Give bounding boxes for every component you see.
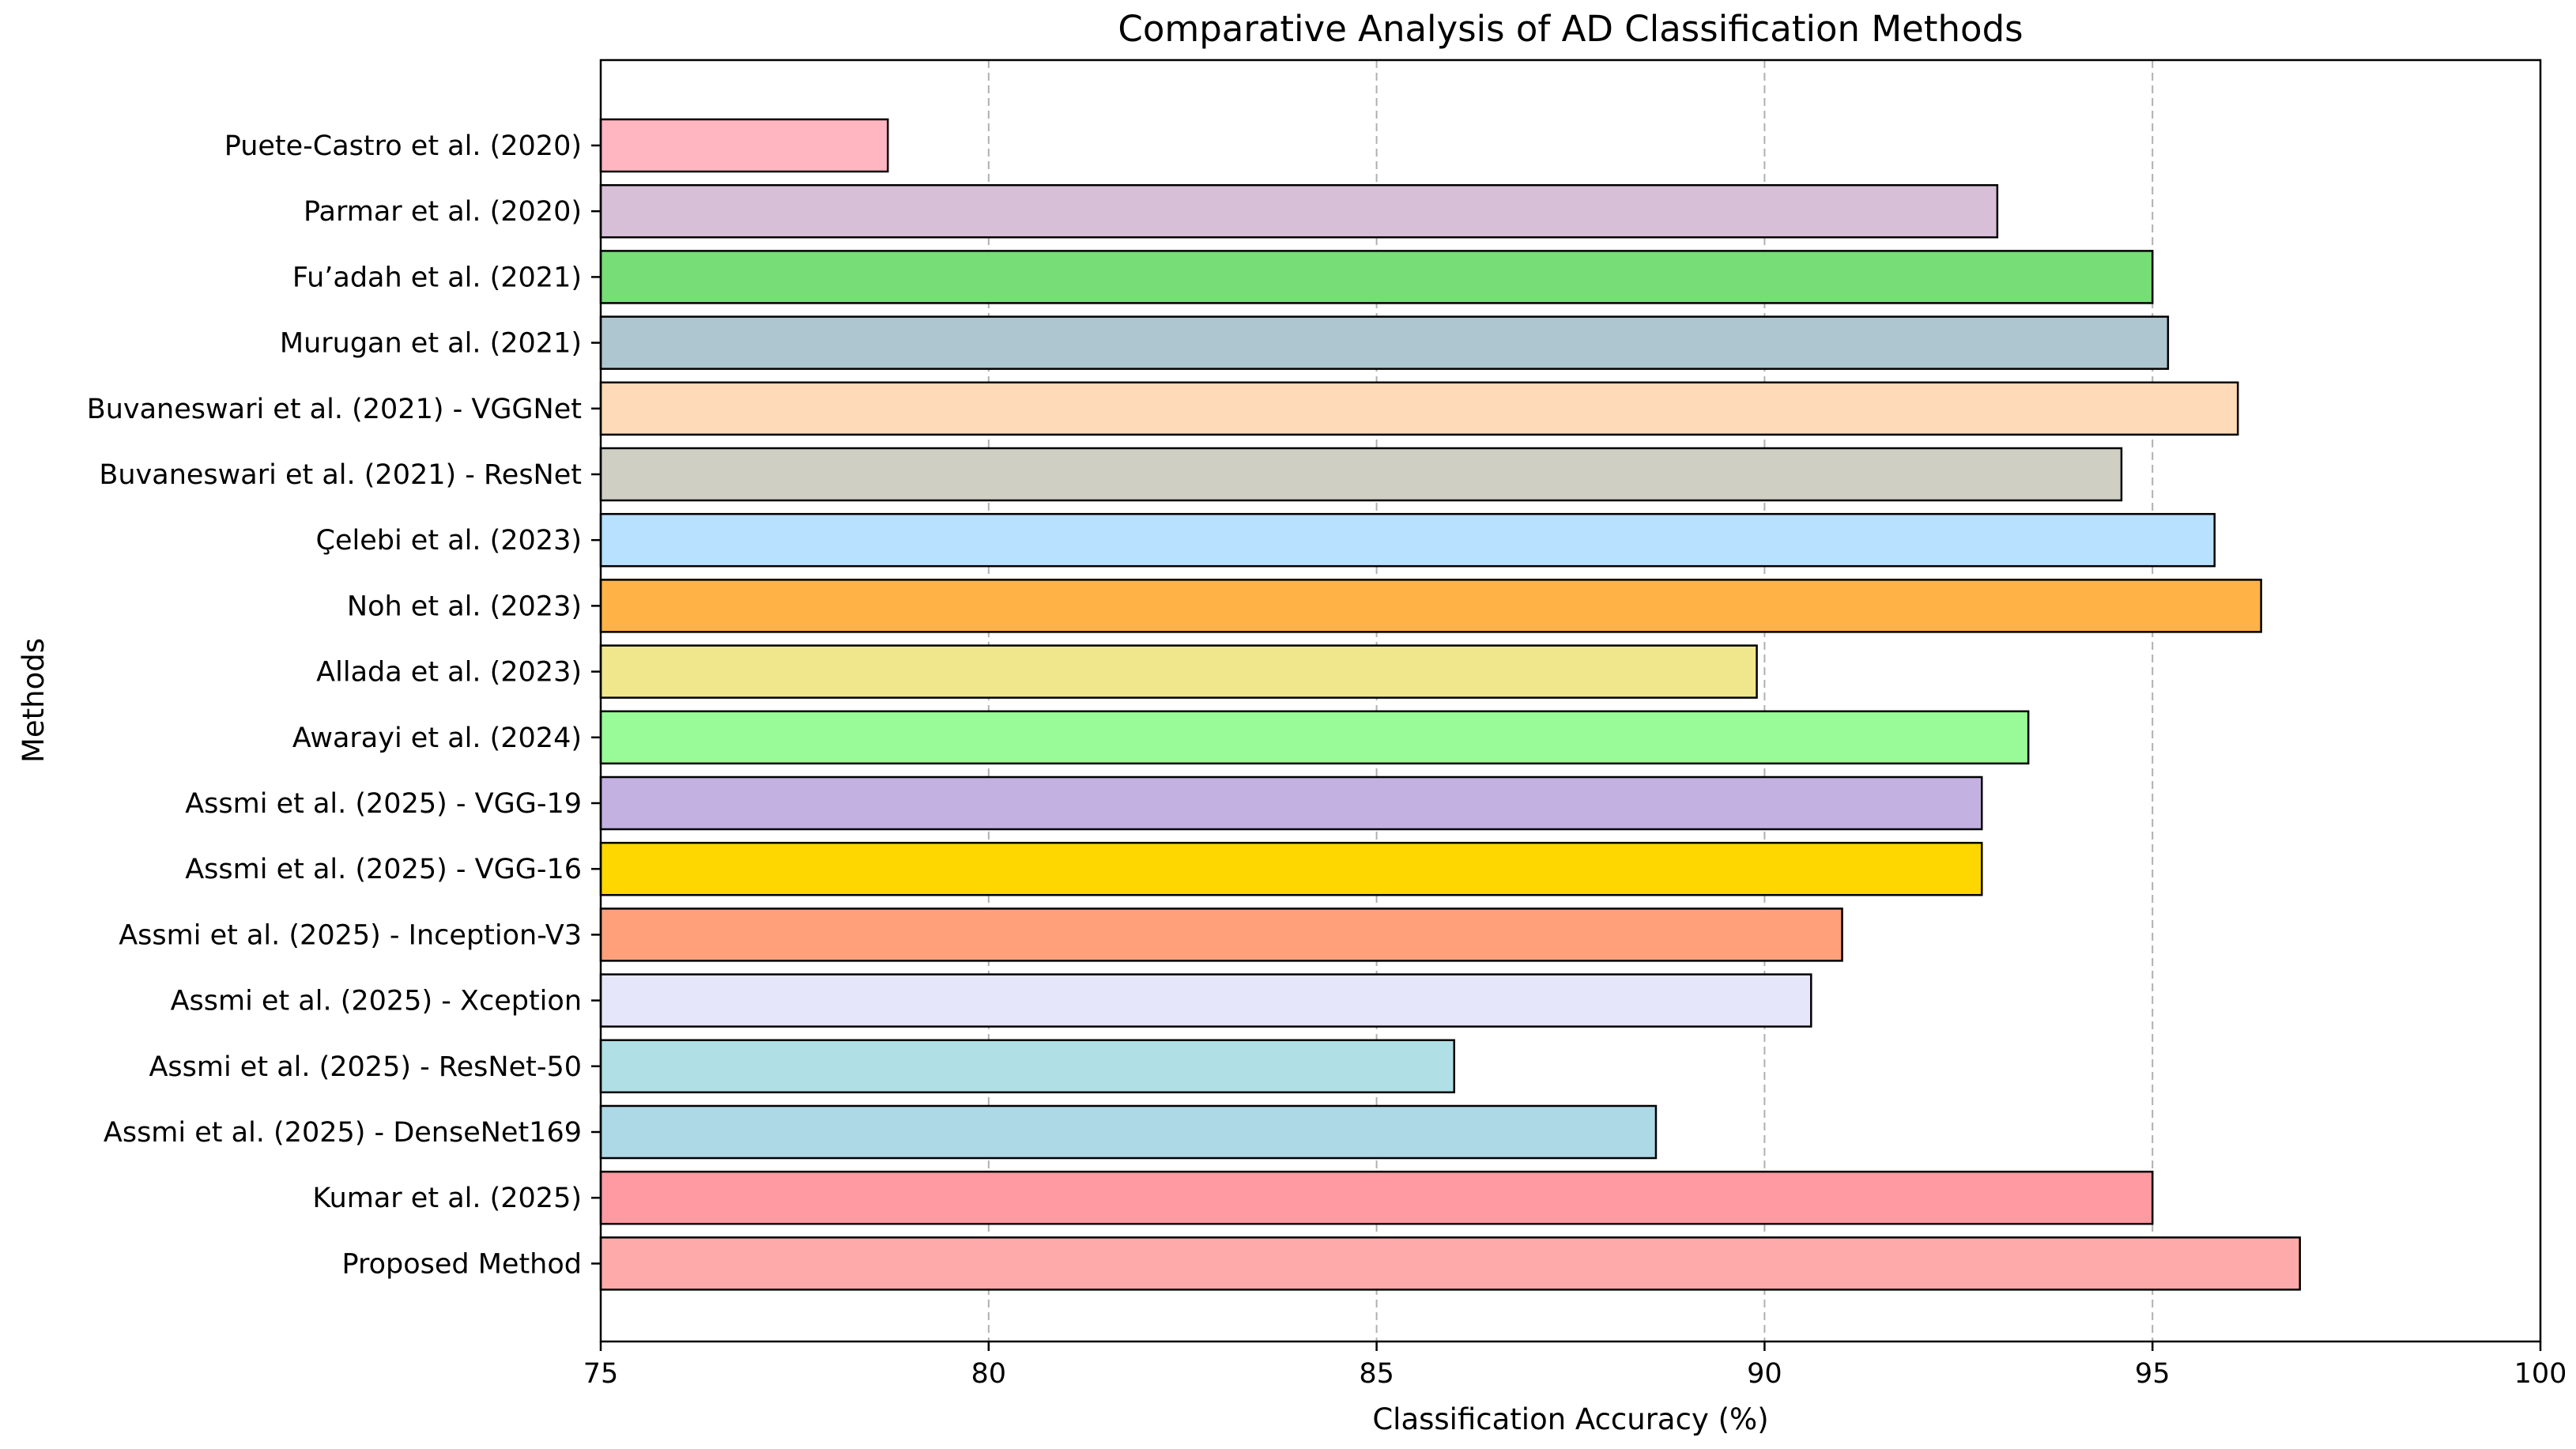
y-tick-label: Awarayi et al. (2024)	[292, 723, 582, 754]
y-tick-label: Parmar et al. (2020)	[304, 196, 582, 228]
x-tick-label: 75	[583, 1358, 619, 1390]
bars	[599, 118, 2301, 1291]
bar	[599, 908, 1843, 962]
bar	[599, 710, 2030, 765]
y-axis-label: Methods	[17, 638, 51, 763]
bar	[599, 841, 1983, 896]
x-axis-label: Classification Accuracy (%)	[1372, 1402, 1768, 1436]
x-tick-label: 95	[2135, 1358, 2171, 1390]
y-tick-label: Assmi et al. (2025) - Inception-V3	[119, 919, 582, 951]
y-tick-label: Puete-Castro et al. (2020)	[224, 130, 582, 162]
y-axis-ticks: Puete-Castro et al. (2020) Parmar et al. …	[87, 130, 601, 1280]
y-tick-label: Kumar et al. (2025)	[312, 1183, 582, 1214]
y-tick-label: Buvaneswari et al. (2021) - ResNet	[99, 459, 582, 491]
y-tick-label: Proposed Method	[341, 1248, 582, 1280]
y-tick-label: Assmi et al. (2025) - ResNet-50	[149, 1051, 582, 1083]
x-tick-label: 100	[2514, 1358, 2567, 1390]
bar	[599, 1170, 2154, 1225]
bar	[599, 183, 1999, 239]
bar	[599, 315, 2170, 370]
bar	[599, 1104, 1658, 1160]
bar	[599, 775, 1983, 831]
bar	[599, 118, 889, 173]
bar	[599, 512, 2216, 568]
y-tick-label: Murugan et al. (2021)	[280, 328, 582, 360]
y-tick-label: Assmi et al. (2025) - VGG-19	[185, 788, 582, 820]
bar	[599, 447, 2123, 502]
bar	[599, 579, 2262, 633]
bar	[599, 1039, 1456, 1094]
y-tick-label: Assmi et al. (2025) - Xception	[171, 986, 582, 1017]
bar	[599, 644, 1758, 699]
x-tick-label: 80	[971, 1358, 1007, 1390]
bar	[599, 381, 2239, 436]
y-tick-label: Çelebi et al. (2023)	[316, 525, 582, 557]
x-axis-ticks: 75 80 85 90 95 100	[583, 1341, 2567, 1390]
x-tick-label: 90	[1747, 1358, 1782, 1390]
bar	[599, 250, 2154, 304]
y-tick-label: Assmi et al. (2025) - DenseNet169	[104, 1117, 582, 1149]
plot-frame	[599, 58, 2542, 1343]
chart-title: Comparative Analysis of AD Classificatio…	[1118, 8, 2023, 50]
y-tick-label: Fu’adah et al. (2021)	[292, 262, 582, 293]
y-tick-label: Noh et al. (2023)	[347, 591, 582, 622]
bar	[599, 1236, 2301, 1291]
bar	[599, 973, 1812, 1028]
x-tick-label: 85	[1359, 1358, 1394, 1390]
y-tick-label: Buvaneswari et al. (2021) - VGGNet	[87, 394, 582, 425]
y-tick-label: Allada et al. (2023)	[316, 657, 582, 689]
y-tick-label: Assmi et al. (2025) - VGG-16	[185, 854, 582, 885]
